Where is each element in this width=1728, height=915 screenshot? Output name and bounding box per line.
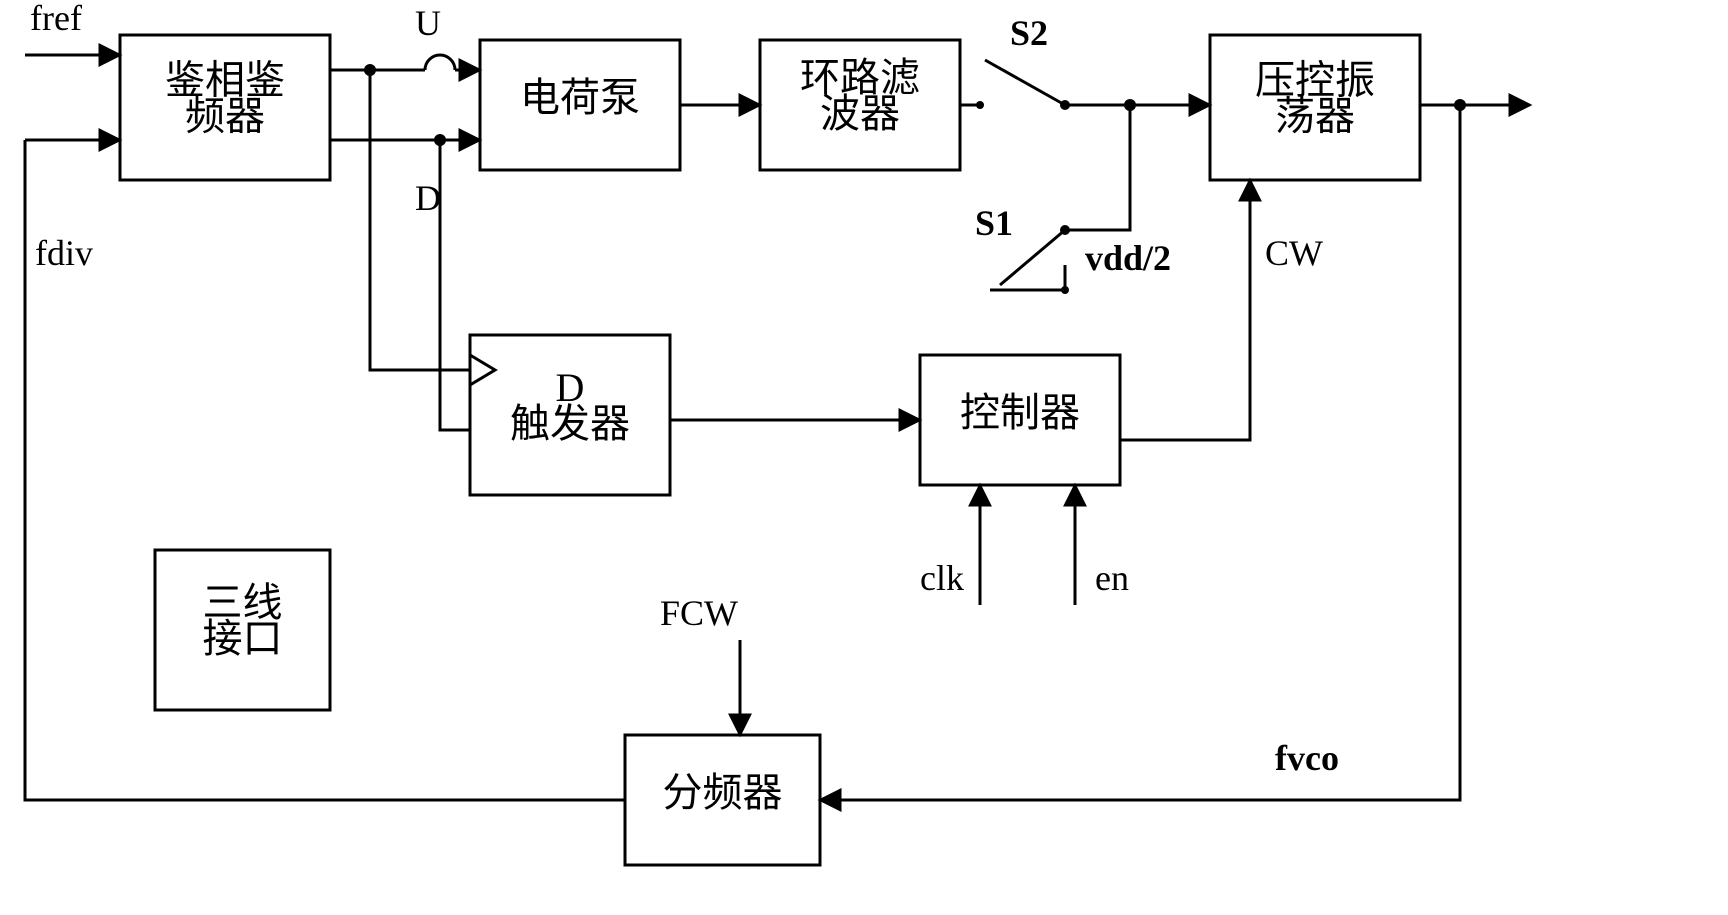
svg-text:控制器: 控制器	[960, 390, 1080, 435]
wire-fvco-to-div	[820, 105, 1460, 800]
vco-block: 压控振 荡器	[1210, 35, 1420, 180]
charge-pump-block: 电荷泵	[480, 40, 680, 170]
svg-text:接口: 接口	[203, 616, 283, 661]
label-vdd2: vdd/2	[1085, 238, 1171, 278]
wire-ctrl-to-vco-cw	[1120, 180, 1250, 440]
s2-pad	[976, 101, 984, 109]
wire-u-hop	[425, 55, 455, 70]
label-fref: fref	[30, 0, 82, 38]
wire-d-to-dff-d	[440, 140, 470, 430]
junction-vco-in	[1124, 99, 1136, 111]
controller-block: 控制器	[920, 355, 1120, 485]
wire-node-to-s1	[1065, 105, 1130, 230]
pfd-block: 鉴相鉴 频器	[120, 35, 330, 180]
wire-u-to-dff-clk	[370, 70, 470, 370]
divider-block: 分频器	[625, 735, 820, 865]
svg-text:荡器: 荡器	[1275, 94, 1355, 139]
three-wire-block: 三线 接口	[155, 550, 330, 710]
junction-fvco	[1454, 99, 1466, 111]
loop-filter-block: 环路滤 波器	[760, 40, 960, 170]
svg-text:频器: 频器	[185, 94, 265, 139]
junction-u	[364, 64, 376, 76]
s1-pivot	[1060, 225, 1070, 235]
label-s1: S1	[975, 203, 1013, 243]
svg-text:分频器: 分频器	[663, 770, 783, 815]
label-s2: S2	[1010, 13, 1048, 53]
label-fvco: fvco	[1275, 738, 1339, 778]
d-flipflop-block: D 触发器	[470, 335, 670, 495]
label-cw: CW	[1265, 233, 1323, 273]
label-en: en	[1095, 558, 1129, 598]
junction-d	[434, 134, 446, 146]
s1-pad	[1061, 286, 1069, 294]
svg-text:波器: 波器	[820, 91, 900, 136]
s2-pivot	[1060, 100, 1070, 110]
svg-text:触发器: 触发器	[510, 401, 630, 446]
label-fdiv: fdiv	[35, 233, 93, 273]
svg-text:电荷泵: 电荷泵	[520, 75, 640, 120]
pll-block-diagram: 鉴相鉴 频器 电荷泵 环路滤 波器 压控振 荡器 D 触发器 控制器 三线 接口	[0, 0, 1728, 915]
label-d: D	[415, 178, 441, 218]
label-fcw: FCW	[660, 593, 738, 633]
label-clk: clk	[920, 558, 964, 598]
label-u: U	[415, 3, 441, 43]
switch-s2-arm	[985, 60, 1065, 105]
